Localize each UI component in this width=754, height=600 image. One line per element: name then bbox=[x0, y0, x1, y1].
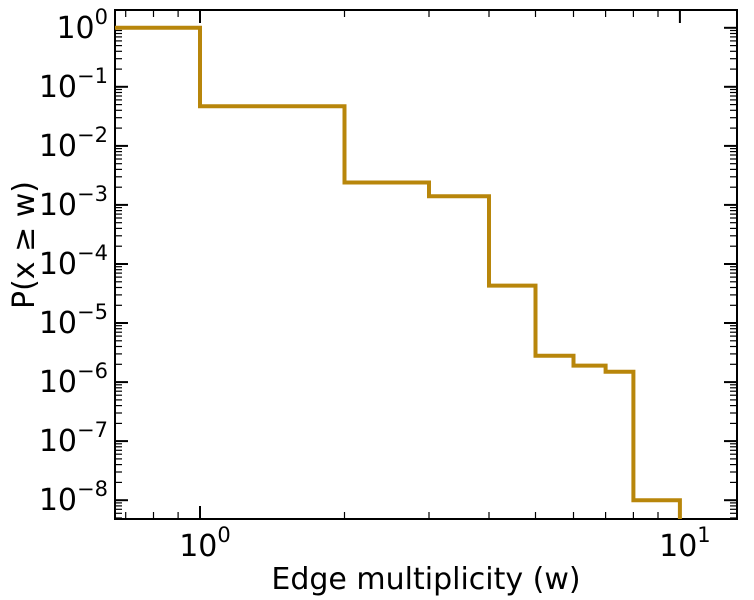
y-tick-label: 100 bbox=[56, 5, 108, 46]
tick-exponent: −3 bbox=[77, 182, 108, 206]
tick-exponent: 0 bbox=[217, 523, 230, 547]
y-tick-label: 10−6 bbox=[39, 359, 108, 400]
tick-exponent: −4 bbox=[77, 241, 108, 265]
x-axis-label: Edge multiplicity (w) bbox=[271, 562, 580, 597]
x-tick-label: 101 bbox=[659, 523, 711, 564]
tick-exponent: −1 bbox=[77, 64, 108, 88]
tick-exponent: −2 bbox=[77, 123, 108, 147]
y-axis-label: P(x ≥ w) bbox=[7, 181, 42, 309]
ccdf-step-line bbox=[115, 25, 682, 519]
y-tick-label: 10−1 bbox=[39, 64, 108, 105]
y-tick-label: 10−7 bbox=[39, 418, 108, 459]
y-tick-label: 10−4 bbox=[39, 241, 108, 282]
y-tick-label: 10−5 bbox=[39, 300, 108, 341]
tick-exponent: −7 bbox=[77, 418, 108, 442]
y-tick-label: 10−2 bbox=[39, 123, 108, 164]
y-tick-label: 10−8 bbox=[39, 477, 108, 518]
tick-exponent: −5 bbox=[77, 300, 108, 324]
tick-exponent: −8 bbox=[77, 477, 108, 501]
plot-area: 100 10110010−110−210−310−410−510−610−710−… bbox=[39, 5, 738, 564]
tick-exponent: 1 bbox=[697, 523, 710, 547]
y-tick-label: 10−3 bbox=[39, 182, 108, 223]
tick-exponent: 0 bbox=[95, 5, 108, 29]
plot-frame bbox=[114, 9, 738, 520]
x-tick-label: 100 bbox=[179, 523, 231, 564]
tick-exponent: −6 bbox=[77, 359, 108, 383]
